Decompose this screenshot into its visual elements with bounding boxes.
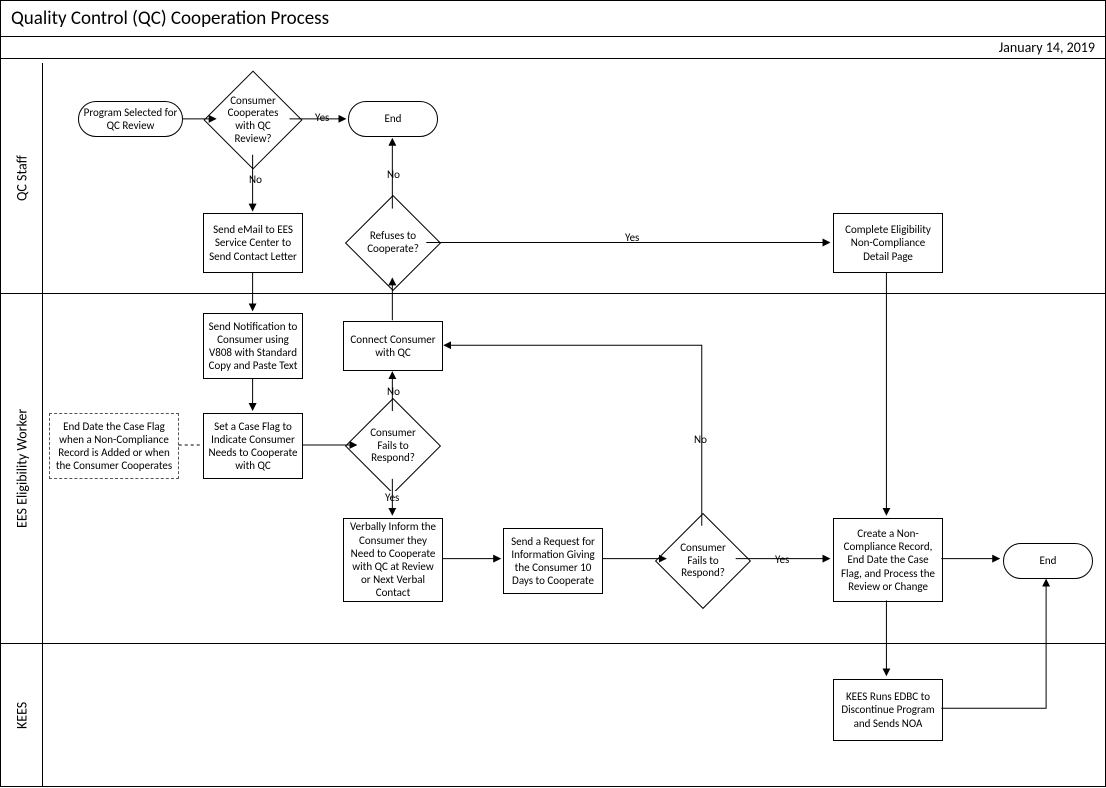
label-no-1: No	[247, 173, 264, 186]
node-complete-eligibility: Complete Eligibility Non-Compliance Deta…	[833, 213, 943, 273]
note-end-date-flag: End Date the Case Flag when a Non-Compli…	[49, 413, 179, 479]
lane-label-qc: QC Staff	[1, 63, 43, 293]
node-decision-refuses-text: Refuses to Cooperate?	[359, 209, 427, 277]
node-connect-consumer: Connect Consumer with QC	[343, 321, 443, 371]
page-title: Quality Control (QC) Cooperation Process	[1, 1, 1105, 37]
label-yes-4: Yes	[773, 553, 791, 566]
node-decision-fails-2: Consumer Fails to Respond?	[669, 527, 737, 595]
lane-label-split-2	[1, 643, 43, 644]
lane-label-kees: KEES	[1, 643, 43, 788]
swimlanes: QC Staff EES Eligibility Worker KEES Pro…	[1, 63, 1105, 786]
label-yes-2: Yes	[623, 231, 641, 244]
node-start-terminator: Program Selected for QC Review	[78, 101, 183, 137]
node-kees-edbc: KEES Runs EDBC to Discontinue Program an…	[833, 679, 943, 741]
node-verbal-inform: Verbally Inform the Consumer they Need t…	[343, 518, 443, 602]
node-decision-fails-2-text: Consumer Fails to Respond?	[669, 527, 737, 595]
label-yes-1: Yes	[313, 111, 331, 124]
page-frame: Quality Control (QC) Cooperation Process…	[0, 0, 1106, 787]
node-decision-fails-1-text: Consumer Fails to Respond?	[359, 412, 427, 480]
lane-label-split-1	[1, 293, 43, 294]
node-end-1: End	[348, 101, 438, 137]
node-decision-fails-1: Consumer Fails to Respond?	[359, 412, 427, 480]
node-decision-cooperates: Consumer Cooperates with QC Review?	[218, 85, 288, 155]
node-decision-cooperates-text: Consumer Cooperates with QC Review?	[218, 85, 288, 155]
node-set-case-flag: Set a Case Flag to Indicate Consumer Nee…	[203, 413, 303, 479]
label-no-3: No	[385, 385, 402, 398]
node-send-email: Send eMail to EES Service Center to Send…	[203, 213, 303, 273]
node-send-request: Send a Request for Information Giving th…	[503, 528, 603, 594]
label-no-2: No	[385, 168, 402, 181]
node-end-2: End	[1003, 543, 1093, 579]
diagram-canvas: Program Selected for QC Review Consumer …	[43, 63, 1105, 786]
page-date: January 14, 2019	[1, 37, 1105, 59]
node-decision-refuses: Refuses to Cooperate?	[359, 209, 427, 277]
node-create-noncompliance: Create a Non-Compliance Record, End Date…	[833, 518, 943, 602]
label-yes-3: Yes	[383, 491, 401, 504]
label-no-4: No	[692, 433, 709, 446]
lane-label-ees: EES Eligibility Worker	[1, 293, 43, 643]
node-send-notification: Send Notification to Consumer using V808…	[203, 313, 303, 379]
